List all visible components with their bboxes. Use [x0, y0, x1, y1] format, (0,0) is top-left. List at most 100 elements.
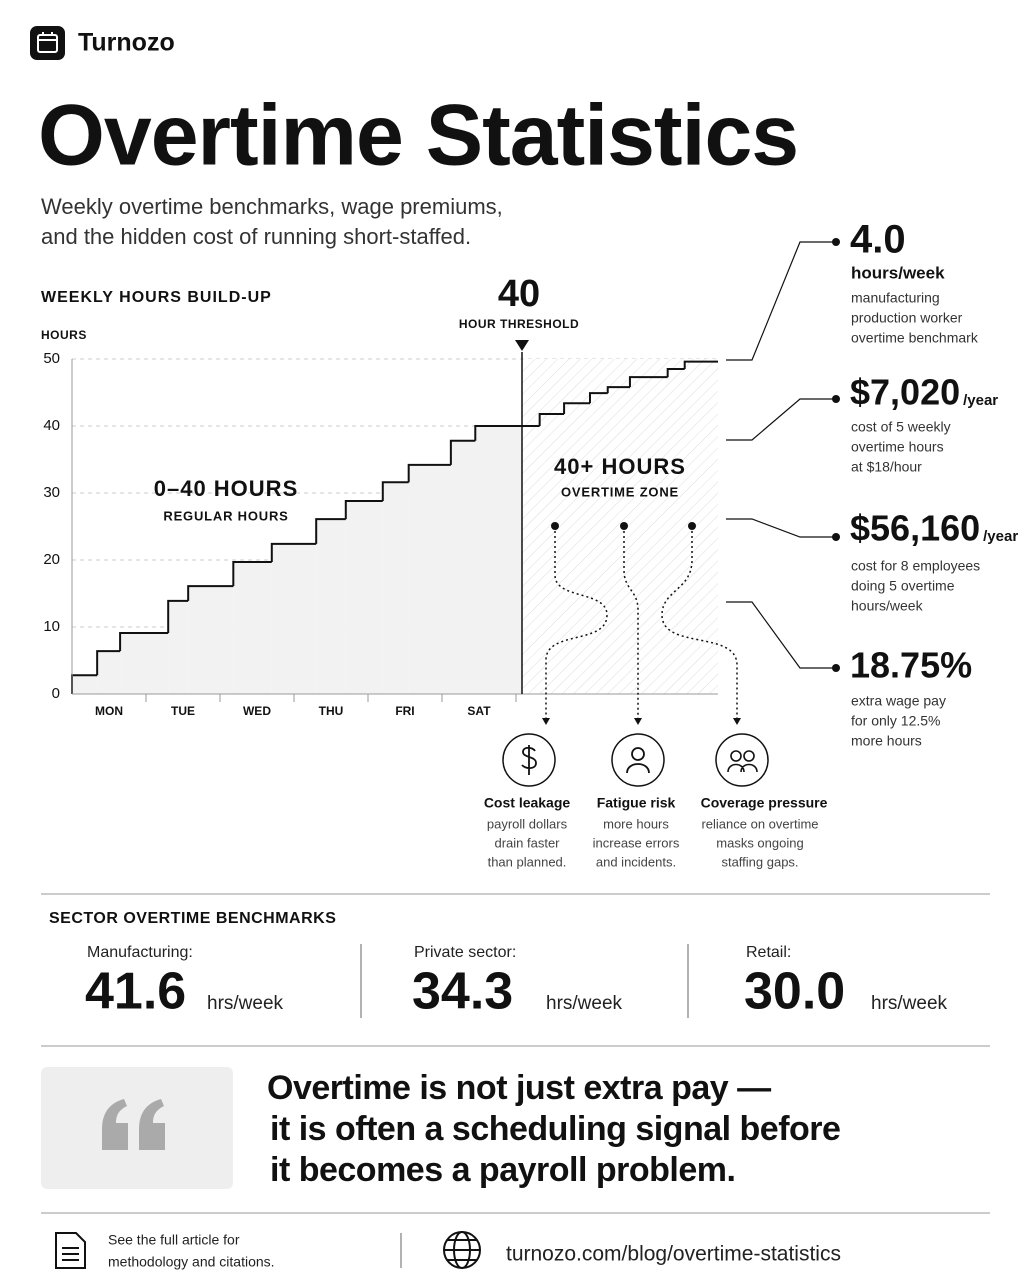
stat-unit: /year [983, 528, 1018, 545]
impact-text: staffing gaps. [721, 854, 798, 869]
quote-glyph [102, 1099, 165, 1150]
section-title: SECTOR OVERTIME BENCHMARKS [49, 910, 336, 927]
sector-unit: hrs/week [871, 993, 948, 1014]
connector [726, 241, 836, 361]
impact-icon-ring [715, 733, 769, 787]
x-tick-label: TUE [171, 704, 195, 718]
step-line [381, 481, 409, 502]
stat-value: $56,160 [850, 508, 980, 549]
stat-unit: hours/week [851, 263, 945, 282]
step-area [316, 519, 346, 694]
subtitle-line: Weekly overtime benchmarks, wage premium… [41, 194, 503, 219]
step-line [344, 500, 383, 520]
step-line [474, 425, 540, 441]
threshold-marker [515, 340, 529, 351]
y-tick-label: 0 [52, 685, 60, 702]
step-line [588, 392, 608, 404]
step-area [450, 440, 476, 694]
impact-text: increase errors [593, 835, 680, 850]
step-area [345, 501, 383, 694]
sector-unit: hrs/week [207, 993, 284, 1014]
threshold-label: HOUR THRESHOLD [459, 317, 579, 331]
quote-line: it is often a scheduling signal before [270, 1110, 840, 1148]
step-area [382, 482, 409, 694]
document-icon [55, 1232, 86, 1269]
connector-dot [832, 238, 840, 246]
connector-dot [832, 664, 840, 672]
x-tick-label: THU [319, 704, 344, 718]
step-line [270, 542, 317, 563]
step-line [683, 360, 718, 370]
stat-value: $7,020 [850, 372, 960, 413]
quote-line: Overtime is not just extra pay — [267, 1069, 771, 1107]
sector-value: 34.3 [412, 963, 513, 1021]
x-tick-label: FRI [395, 704, 414, 718]
person-icon-head [631, 747, 645, 761]
dollar-icon [521, 745, 537, 775]
impact-text: drain faster [494, 835, 560, 850]
callout-route [545, 526, 608, 718]
stat-text: more hours [851, 733, 922, 749]
stat-text: hours/week [851, 598, 924, 614]
connector [726, 398, 836, 441]
x-tick-label: WED [243, 704, 271, 718]
brand-name: Turnozo [78, 29, 175, 57]
zone-subtitle: OVERTIME ZONE [561, 484, 679, 499]
step-line [167, 599, 189, 634]
stat-unit: /year [963, 392, 998, 409]
impact-title: Fatigue risk [597, 795, 676, 811]
y-tick-label: 20 [43, 551, 60, 568]
x-tick-label: SAT [467, 704, 491, 718]
step-area [271, 543, 317, 694]
group-icon [727, 750, 758, 773]
x-tick-label: MON [95, 704, 123, 718]
impact-text: more hours [603, 816, 669, 831]
step-line [666, 368, 685, 378]
footer-note: See the full article for [108, 1232, 240, 1248]
step-line [449, 439, 476, 465]
sector-label: Manufacturing: [87, 944, 193, 961]
step-line [119, 632, 169, 652]
stat-text: manufacturing [851, 290, 940, 306]
stat-text: extra wage pay [851, 693, 946, 709]
sector-value: 30.0 [744, 963, 845, 1021]
person-icon-body [626, 763, 650, 774]
y-axis-label: HOURS [41, 328, 87, 342]
chart-title: WEEKLY HOURS BUILD-UP [41, 289, 272, 306]
impact-text: payroll dollars [487, 816, 568, 831]
sector-value: 41.6 [85, 963, 186, 1021]
impact-text: and incidents. [596, 854, 676, 869]
zone-title: 0–40 HOURS [154, 476, 299, 501]
step-line [563, 402, 590, 414]
y-tick-label: 40 [43, 417, 60, 434]
impact-text: than planned. [488, 854, 567, 869]
step-line [407, 463, 451, 483]
impact-text: masks ongoing [716, 835, 803, 850]
step-area [233, 562, 272, 694]
footer-url: turnozo.com/blog/overtime-statistics [506, 1243, 841, 1266]
footer-note: methodology and citations. [108, 1254, 275, 1270]
step-area [97, 651, 121, 694]
threshold-value: 40 [498, 273, 540, 315]
y-tick-label: 30 [43, 484, 60, 501]
stat-value: 4.0 [850, 218, 906, 262]
step-area [188, 586, 234, 694]
stat-text: doing 5 overtime [851, 578, 955, 594]
quote-line: it becomes a payroll problem. [270, 1151, 735, 1189]
step-area [72, 675, 98, 694]
connector-dot [832, 395, 840, 403]
globe-icon [443, 1231, 481, 1269]
sector-label: Private sector: [414, 944, 516, 961]
impact-text: reliance on overtime [701, 816, 818, 831]
stat-text: cost of 5 weekly [851, 419, 951, 435]
step-line [232, 561, 272, 587]
step-area [408, 464, 451, 694]
callout-arrow [634, 718, 642, 725]
stat-text: overtime benchmark [851, 330, 979, 346]
callout-route [623, 526, 639, 718]
impact-title: Cost leakage [484, 795, 571, 811]
callout-arrow [733, 718, 741, 725]
step-line [606, 386, 630, 394]
connector [726, 518, 836, 538]
